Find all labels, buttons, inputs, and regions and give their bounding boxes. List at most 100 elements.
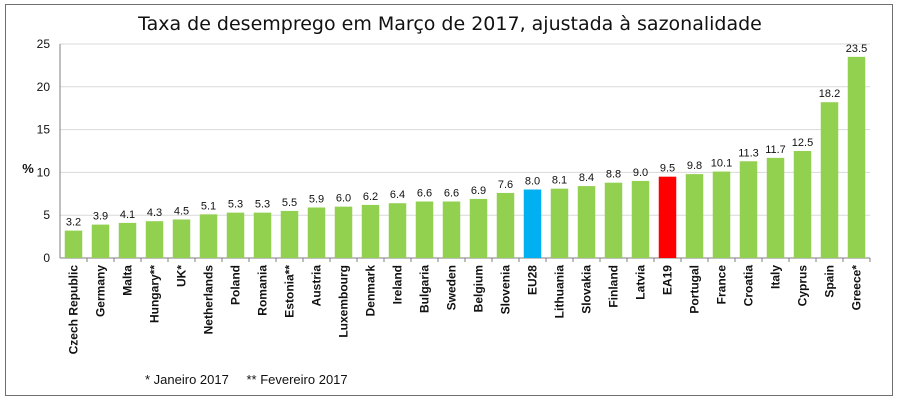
bar-eu28 bbox=[523, 189, 542, 258]
bar-germany bbox=[91, 224, 110, 258]
y-tick-label: 10 bbox=[37, 165, 51, 179]
y-tick-label: 15 bbox=[37, 123, 51, 137]
bar-finland bbox=[604, 182, 623, 258]
category-label-finland: Finland bbox=[607, 265, 621, 308]
category-label-uk: UK* bbox=[175, 265, 189, 287]
value-label-croatia: 11.3 bbox=[738, 147, 759, 159]
category-label-malta: Malta bbox=[121, 265, 135, 296]
bar-spain bbox=[820, 102, 839, 258]
category-label-cyprus: Cyprus bbox=[796, 265, 810, 307]
bar-czech-republic bbox=[64, 230, 83, 258]
bar-austria bbox=[307, 207, 326, 258]
value-label-denmark: 6.2 bbox=[363, 191, 378, 203]
value-label-germany: 3.9 bbox=[93, 211, 108, 223]
bar-cyprus bbox=[793, 151, 812, 258]
value-label-eu28: 8.0 bbox=[525, 176, 540, 188]
category-label-hungary: Hungary** bbox=[148, 265, 162, 323]
bar-greece bbox=[847, 56, 866, 259]
category-label-austria: Austria bbox=[310, 265, 324, 307]
category-label-slovakia: Slovakia bbox=[580, 265, 594, 314]
category-label-spain: Spain bbox=[823, 265, 837, 298]
bar-poland bbox=[226, 212, 245, 258]
category-label-italy: Italy bbox=[769, 265, 783, 289]
value-label-uk: 4.5 bbox=[174, 205, 189, 217]
y-tick-label: 5 bbox=[43, 208, 50, 222]
value-label-netherlands: 5.1 bbox=[201, 200, 216, 212]
bar-croatia bbox=[739, 161, 758, 258]
value-label-czech-republic: 3.2 bbox=[66, 217, 81, 229]
category-label-romania: Romania bbox=[256, 265, 270, 316]
category-label-sweden: Sweden bbox=[445, 265, 459, 310]
value-label-france: 10.1 bbox=[711, 158, 732, 170]
value-label-cyprus: 12.5 bbox=[792, 137, 813, 149]
category-label-france: France bbox=[715, 265, 729, 305]
category-label-estonia: Estonia** bbox=[283, 265, 297, 318]
bar-slovenia bbox=[496, 192, 515, 258]
category-label-poland: Poland bbox=[229, 265, 243, 305]
value-label-spain: 18.2 bbox=[819, 88, 840, 100]
value-label-bulgaria: 6.6 bbox=[417, 188, 432, 200]
value-label-slovenia: 7.6 bbox=[498, 179, 513, 191]
bar-bulgaria bbox=[415, 201, 434, 258]
value-label-portugal: 9.8 bbox=[687, 160, 702, 172]
y-tick-label: 0 bbox=[43, 251, 50, 265]
bar-denmark bbox=[361, 204, 380, 258]
value-label-lithuania: 8.1 bbox=[552, 175, 567, 187]
footnote-1: * Janeiro 2017 bbox=[145, 372, 229, 387]
category-label-eu28: EU28 bbox=[526, 265, 540, 295]
bar-france bbox=[712, 171, 731, 258]
category-label-netherlands: Netherlands bbox=[202, 265, 216, 335]
category-label-germany: Germany bbox=[94, 265, 108, 317]
category-label-belgium: Belgium bbox=[472, 265, 486, 312]
bar-sweden bbox=[442, 201, 461, 258]
bar-belgium bbox=[469, 198, 488, 258]
category-label-bulgaria: Bulgaria bbox=[418, 265, 432, 313]
bar-lithuania bbox=[550, 188, 569, 258]
value-label-belgium: 6.9 bbox=[471, 185, 486, 197]
y-tick-label: 25 bbox=[37, 37, 51, 51]
bar-portugal bbox=[685, 174, 704, 258]
value-label-greece: 23.5 bbox=[846, 43, 867, 55]
bar-romania bbox=[253, 212, 272, 258]
category-label-greece: Greece* bbox=[850, 265, 864, 311]
bar-luxembourg bbox=[334, 206, 353, 258]
value-label-poland: 5.3 bbox=[228, 199, 243, 211]
category-label-ireland: Ireland bbox=[391, 265, 405, 304]
value-label-sweden: 6.6 bbox=[444, 188, 459, 200]
category-label-croatia: Croatia bbox=[742, 265, 756, 307]
category-label-ea19: EA19 bbox=[661, 265, 675, 295]
category-label-lithuania: Lithuania bbox=[553, 265, 567, 319]
value-label-romania: 5.3 bbox=[255, 199, 270, 211]
bar-estonia bbox=[280, 210, 299, 258]
bar-italy bbox=[766, 157, 785, 258]
value-label-ireland: 6.4 bbox=[390, 189, 405, 201]
chart-title: Taxa de desemprego em Março de 2017, aju… bbox=[138, 13, 762, 35]
value-label-slovakia: 8.4 bbox=[579, 172, 594, 184]
value-label-finland: 8.8 bbox=[606, 169, 621, 181]
category-label-denmark: Denmark bbox=[364, 265, 378, 317]
value-label-italy: 11.7 bbox=[765, 144, 786, 156]
category-label-slovenia: Slovenia bbox=[499, 265, 513, 315]
bar-latvia bbox=[631, 180, 650, 258]
value-label-luxembourg: 6.0 bbox=[336, 193, 351, 205]
footnote-2: ** Fevereiro 2017 bbox=[246, 372, 348, 387]
category-label-latvia: Latvia bbox=[634, 265, 648, 300]
value-label-ea19: 9.5 bbox=[660, 163, 675, 175]
bar-netherlands bbox=[199, 214, 218, 258]
bar-ea19 bbox=[658, 176, 677, 258]
category-label-czech-republic: Czech Republic bbox=[67, 265, 81, 355]
y-axis-title: % bbox=[22, 161, 34, 176]
value-label-estonia: 5.5 bbox=[282, 197, 297, 209]
category-label-portugal: Portugal bbox=[688, 265, 702, 314]
value-label-austria: 5.9 bbox=[309, 193, 324, 205]
y-tick-label: 20 bbox=[37, 80, 51, 94]
footnotes: * Janeiro 2017 ** Fevereiro 2017 bbox=[145, 372, 362, 387]
bar-uk bbox=[172, 219, 191, 258]
category-label-luxembourg: Luxembourg bbox=[337, 265, 351, 338]
value-label-hungary: 4.3 bbox=[147, 207, 162, 219]
value-label-malta: 4.1 bbox=[120, 209, 135, 221]
bar-ireland bbox=[388, 203, 407, 258]
bar-hungary bbox=[145, 221, 164, 258]
bar-slovakia bbox=[577, 186, 596, 258]
